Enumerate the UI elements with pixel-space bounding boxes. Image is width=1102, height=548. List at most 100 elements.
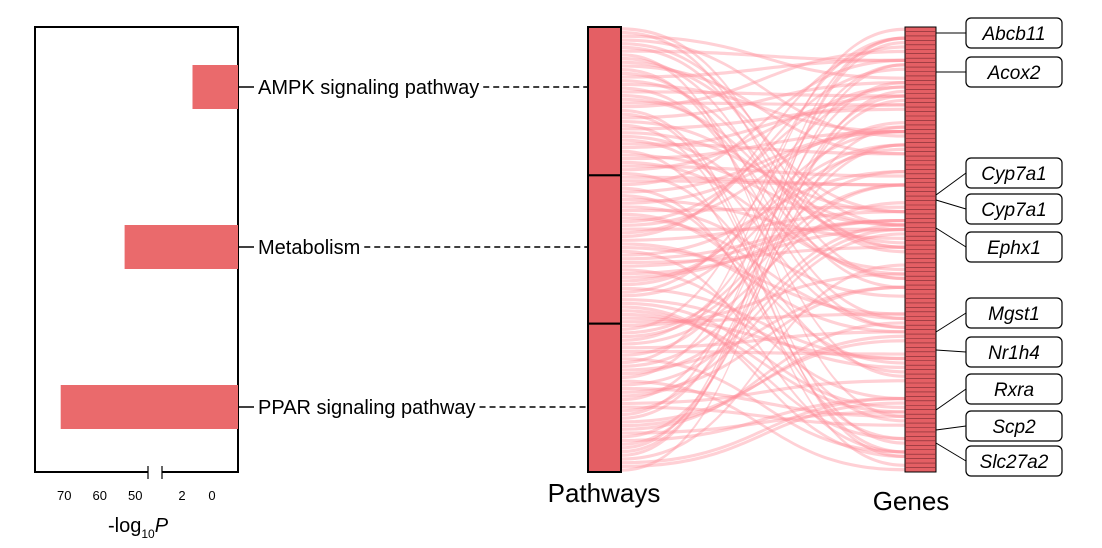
sankey-flow (621, 125, 905, 227)
sankey-flow (621, 379, 905, 472)
sankey-flow (621, 396, 905, 443)
sankey-flow (621, 45, 905, 239)
gene-label-box (965, 56, 1063, 88)
sankey-flow (621, 164, 905, 178)
sankey-flow (621, 36, 905, 457)
sankey-flow (621, 242, 905, 334)
gene-label-ephx1-4: Ephx1 (987, 238, 1041, 259)
gene-label-slc27a2-9: Slc27a2 (980, 452, 1049, 473)
sankey-flow (621, 330, 905, 350)
sankey-flow (621, 125, 905, 439)
sankey-flow (621, 49, 905, 62)
bar-ppar-signaling-pathway (60, 385, 239, 429)
sankey-flow (621, 112, 905, 459)
sankey-flow (621, 201, 905, 346)
sankey-flow (621, 86, 905, 329)
sankey-flow (621, 94, 905, 420)
gene-leader-line (935, 312, 967, 333)
sankey-flow (621, 131, 905, 214)
sankey-flow (621, 42, 905, 227)
sankey-flow (621, 98, 905, 446)
pathway-node-metabolism (587, 174, 622, 325)
gene-label-cyp7a1-3: Cyp7a1 (981, 200, 1047, 221)
sankey-flow (621, 210, 905, 242)
pathway-node-ppar-signaling-pathway (587, 322, 622, 473)
gene-label-box (965, 17, 1063, 49)
sankey-flow (621, 197, 905, 240)
sankey-flow (621, 170, 905, 335)
sankey-flow (621, 123, 905, 454)
x-axis-label-var: P (155, 515, 169, 537)
pathway-label-ampk-signaling-pathway: AMPK signaling pathway (258, 77, 479, 99)
gene-label-box (965, 297, 1063, 329)
sankey-flow (621, 71, 905, 321)
sankey-flow (621, 245, 905, 265)
sankey-flow (621, 82, 905, 134)
sankey-flow (621, 183, 905, 368)
sankey-flow (621, 143, 905, 413)
sankey-flow (621, 386, 905, 418)
sankey-flow (621, 58, 905, 79)
sankey-flow (621, 379, 905, 405)
sankey-flow (621, 263, 905, 461)
sankey-flow (621, 94, 905, 281)
sankey-flow (621, 349, 905, 356)
sankey-flow (621, 227, 905, 276)
sankey-flow (621, 129, 905, 194)
sankey-flow (621, 90, 905, 98)
sankey-flow (621, 285, 905, 372)
gene-label-acox2-1: Acox2 (987, 63, 1041, 84)
gene-label-abcb11-0: Abcb11 (981, 24, 1045, 45)
sankey-flow (621, 232, 905, 398)
sankey-flow (621, 60, 905, 214)
gene-label-box (965, 193, 1063, 225)
sankey-flow (621, 223, 905, 376)
sankey-flow (621, 85, 905, 224)
sankey-flow (621, 218, 905, 279)
sankey-flow (621, 301, 905, 410)
sankey-flow (621, 27, 905, 249)
gene-leader-line (935, 172, 967, 196)
pathway-label-ppar-signaling-pathway: PPAR signaling pathway (258, 397, 476, 419)
bar-series (60, 65, 239, 429)
sankey-flow (621, 227, 905, 232)
sankey-flow (621, 107, 905, 131)
sankey-flow (621, 179, 905, 187)
sankey-flow (621, 108, 905, 445)
sankey-flow (621, 143, 905, 283)
sankey-flow (621, 160, 905, 272)
sankey-flow (621, 101, 905, 107)
sankey-flow (621, 205, 905, 298)
sankey-flow (621, 79, 905, 249)
pathway-nodes (587, 26, 622, 473)
sankey-flows (621, 27, 905, 472)
sankey-flow (621, 97, 905, 245)
gene-label-mgst1-5: Mgst1 (988, 304, 1040, 325)
sankey-flow (621, 64, 905, 156)
x-axis-label: -log10P (108, 515, 169, 541)
sankey-flow (621, 67, 905, 235)
x-tick-label: 2 (178, 488, 185, 503)
sankey-flow (621, 305, 905, 459)
sankey-flow (621, 339, 905, 424)
sankey-flow (621, 36, 905, 417)
sankey-flow (621, 321, 905, 431)
sankey-flow (621, 49, 905, 109)
sankey-flow (621, 68, 905, 378)
sankey-flow (621, 396, 905, 465)
sankey-flow (621, 40, 905, 450)
gene-label-box (965, 336, 1063, 368)
sankey-flow (621, 246, 905, 316)
gene-leader-line (935, 227, 967, 248)
gene-label-nr1h4-6: Nr1h4 (988, 343, 1040, 364)
gene-label-box (965, 410, 1063, 442)
sankey-flow (621, 58, 905, 187)
gene-label-cyp7a1-2: Cyp7a1 (981, 164, 1047, 185)
pathway-node-ampk-signaling-pathway (587, 26, 622, 177)
gene-leader-line (935, 388, 967, 411)
sankey-flow (621, 134, 905, 276)
sankey-flow (621, 27, 905, 365)
sankey-flow (621, 129, 905, 205)
sankey-flow (621, 272, 905, 328)
sankey-flow (621, 94, 905, 172)
